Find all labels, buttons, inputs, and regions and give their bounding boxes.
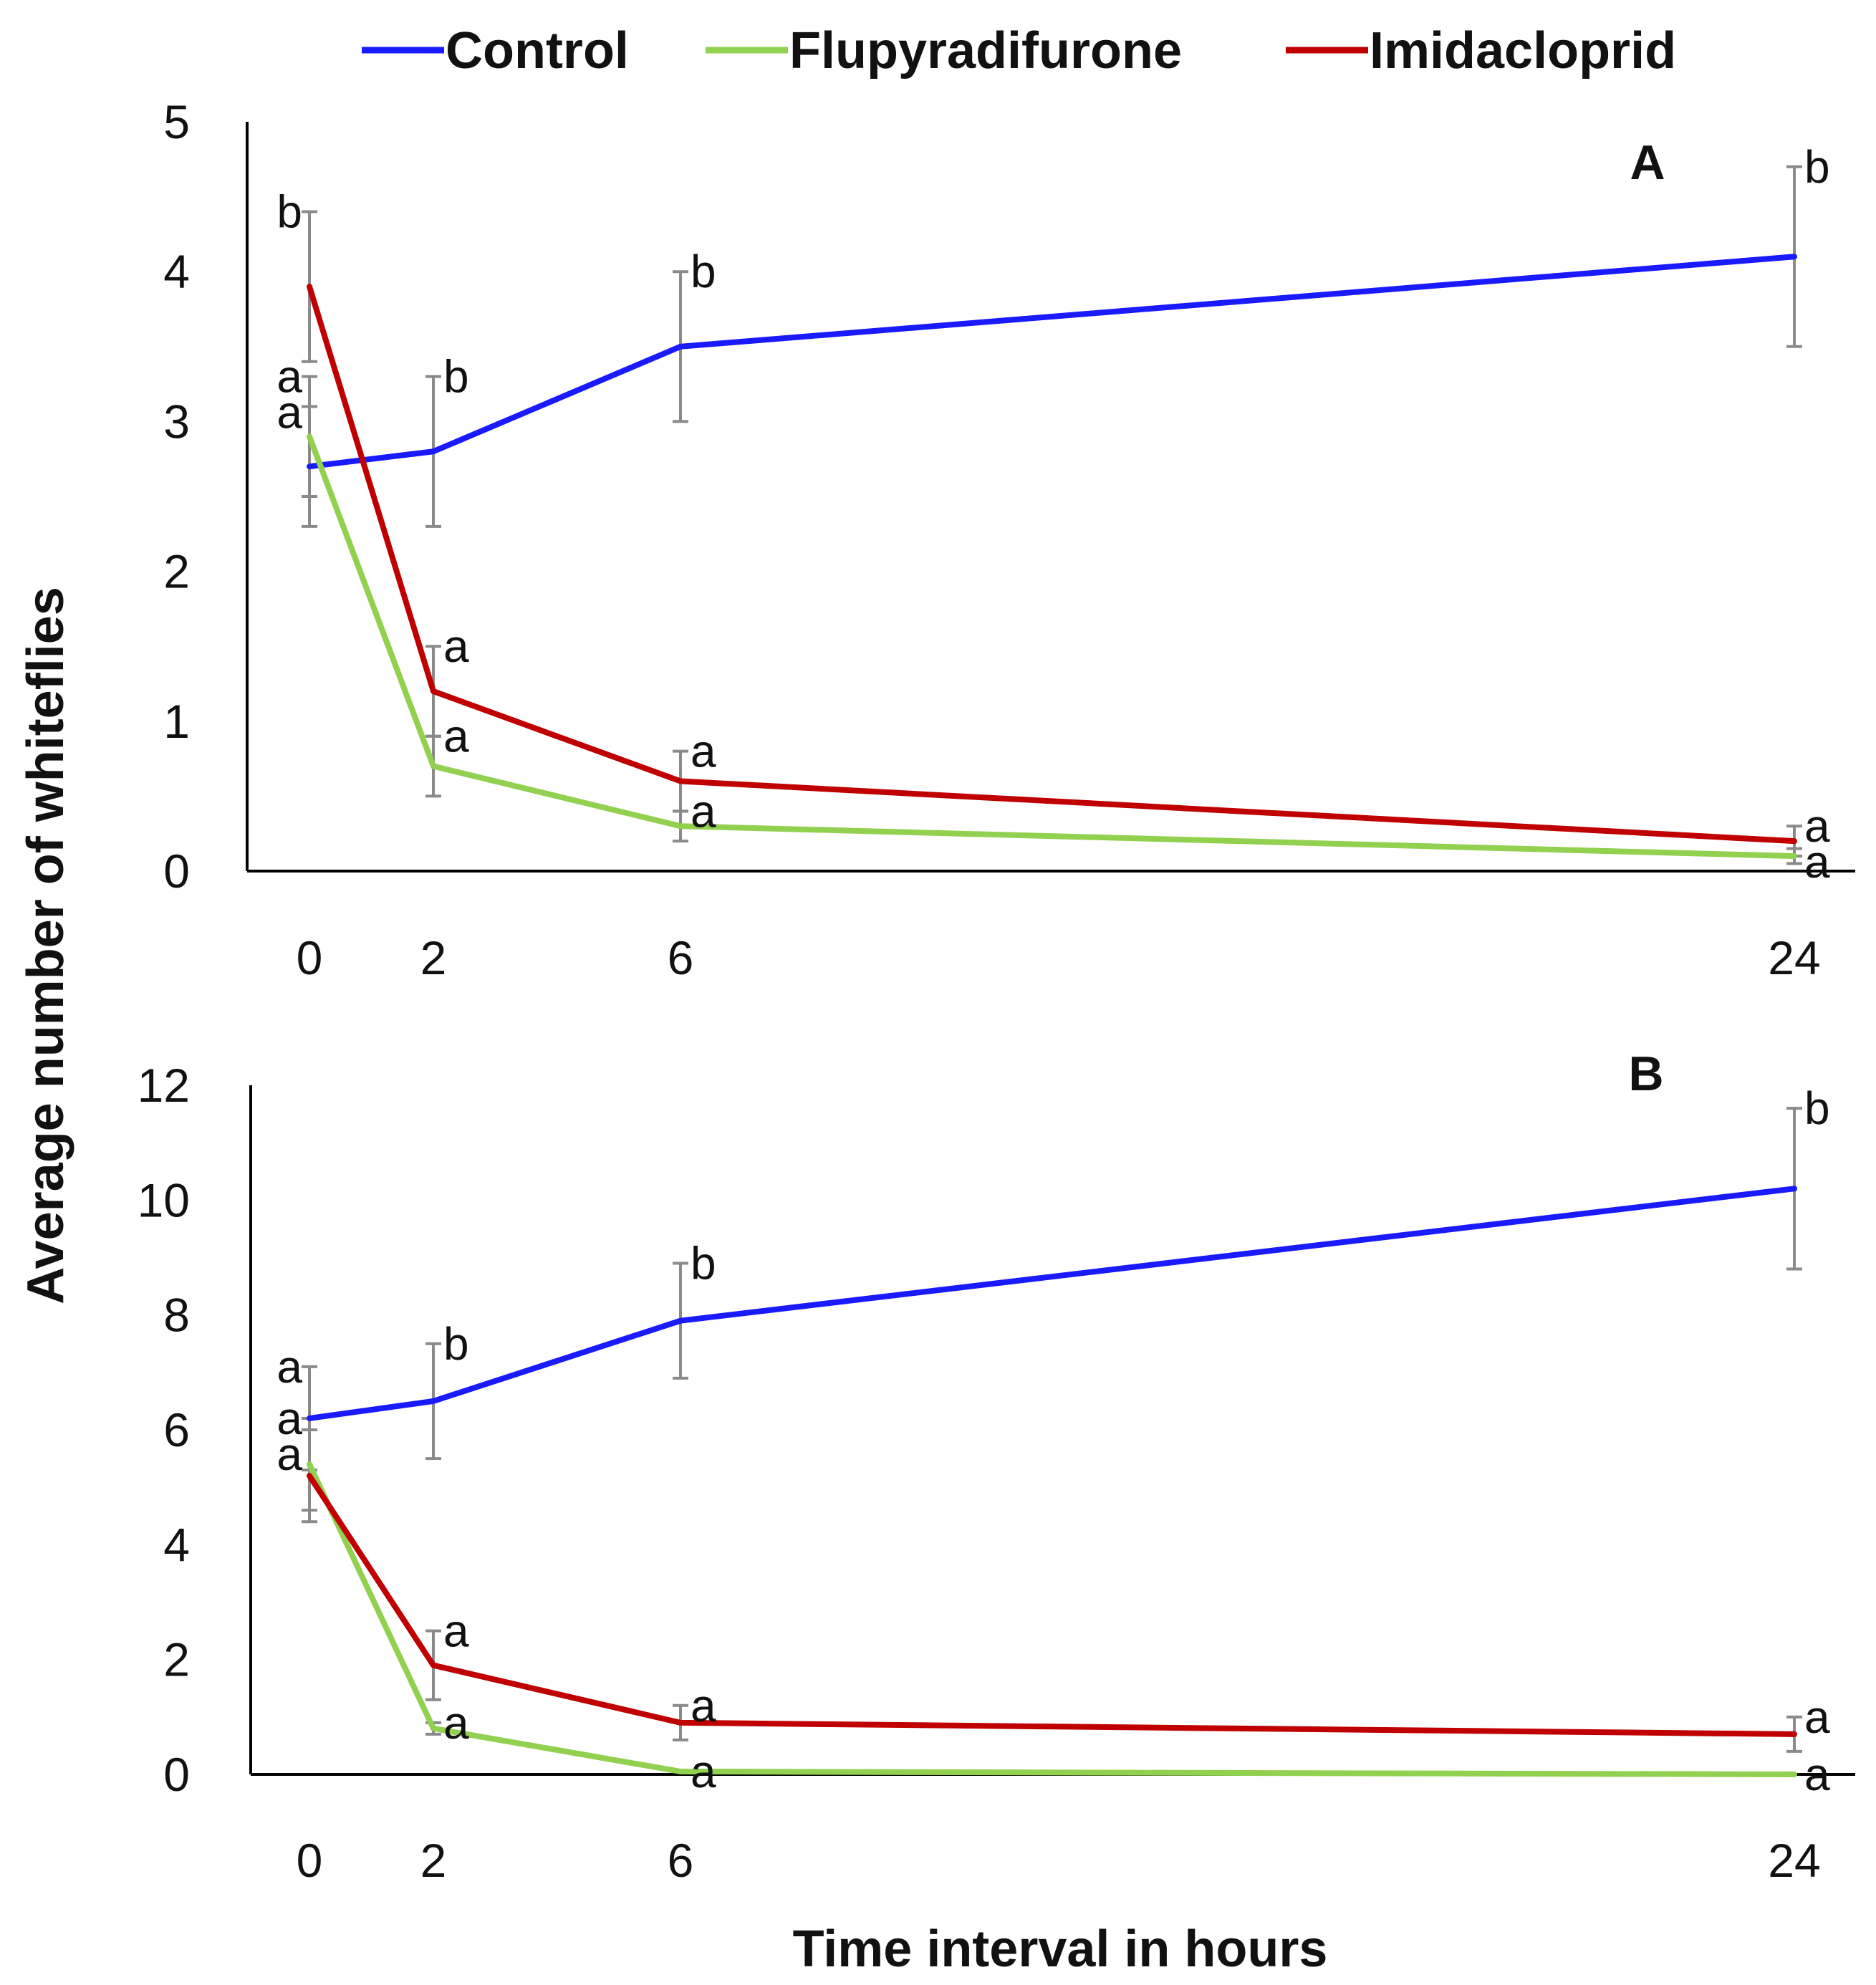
panel-label-b: B [1628,1047,1663,1101]
series-line-control-a [307,254,1797,470]
series-line-flupyradifurone-b [307,1461,1797,1777]
significance-letter-imidacloprid: a [691,1680,716,1731]
data-point-imidacloprid [433,690,434,692]
data-point-flupyradifurone [1794,855,1795,857]
data-point-flupyradifurone [433,1727,434,1729]
x-tick-label-b: 2 [420,1834,447,1887]
data-point-control [309,466,310,468]
x-tick-label-a: 2 [420,931,447,984]
legend-label-control: Control [446,22,629,80]
significance-letter-imidacloprid: a [443,620,469,672]
significance-letter-imidacloprid: b [276,186,302,238]
y-tick-label-a: 1 [163,695,190,748]
y-tick-label-a: 4 [163,245,190,298]
data-point-flupyradifurone [680,825,681,827]
significance-letter-imidacloprid: a [691,726,716,777]
data-point-control [1794,1188,1795,1190]
significance-letter-control: a [276,387,302,438]
significance-letter-imidacloprid: a [1804,800,1830,852]
significance-letter-flupyradifurone: a [691,1746,716,1797]
data-point-imidacloprid [309,286,310,288]
x-tick-label-a: 0 [297,931,323,984]
series-line-imidacloprid-a [307,284,1797,845]
data-point-flupyradifurone [433,765,434,767]
x-tick-label-b: 0 [297,1834,323,1887]
panel-label-a: A [1630,135,1665,190]
data-point-control [680,345,681,347]
significance-letter-control: b [691,1238,716,1289]
y-tick-label-b: 0 [163,1748,190,1801]
y-tick-label-b: 8 [163,1289,190,1342]
series-line-flupyradifurone-a [307,433,1797,860]
data-point-control [680,1320,681,1322]
data-point-imidacloprid [433,1664,434,1666]
significance-letter-control: b [1804,1082,1830,1134]
y-tick-label-a: 3 [163,395,190,448]
significance-letter-flupyradifurone: a [443,711,469,762]
y-axis-title: Average number of whiteflies [17,587,74,1304]
significance-letter-flupyradifurone: a [1804,836,1830,888]
data-point-flupyradifurone [1794,1774,1795,1775]
significance-letter-control: b [1804,141,1830,193]
x-tick-label-a: 6 [668,931,694,984]
significance-letter-control: b [443,1318,469,1370]
y-tick-label-a: 2 [163,545,190,598]
data-point-imidacloprid [680,780,681,782]
x-tick-label-a: 24 [1768,931,1820,984]
y-tick-label-b: 6 [163,1403,190,1456]
y-tick-label-b: 4 [163,1518,190,1571]
data-point-imidacloprid [309,1475,310,1477]
x-axis-title: Time interval in hours [793,1921,1328,1978]
significance-letter-imidacloprid: a [443,1605,469,1657]
x-tick-label-b: 24 [1768,1834,1820,1887]
x-tick-label-b: 6 [668,1834,694,1887]
legend-label-imidacloprid: Imidacloprid [1370,22,1676,80]
legend-label-flupyradifurone: Flupyradifurone [789,22,1182,80]
data-point-imidacloprid [1794,840,1795,842]
significance-letter-flupyradifurone: a [276,351,302,403]
y-tick-label-a: 0 [163,845,190,898]
significance-letter-control: b [443,351,469,403]
data-point-flupyradifurone [309,436,310,438]
data-point-control [433,451,434,453]
data-point-imidacloprid [1794,1733,1795,1735]
y-tick-label-b: 12 [138,1059,190,1112]
significance-letter-flupyradifurone: a [443,1697,469,1749]
significance-letter-control: b [691,246,716,297]
significance-letter-flupyradifurone: a [691,785,716,837]
significance-letter-flupyradifurone: a [276,1393,302,1444]
data-point-flupyradifurone [309,1463,310,1466]
legend: Control Flupyradifurone Imidacloprid [362,22,1676,80]
y-tick-label-a: 5 [163,95,190,148]
data-point-imidacloprid [680,1721,681,1724]
y-tick-label-b: 2 [163,1633,190,1686]
series-line-control-b [307,1186,1797,1421]
data-point-control [309,1417,310,1419]
significance-letter-imidacloprid: a [276,1428,302,1480]
data-point-control [1794,256,1795,258]
series-line-imidacloprid-b [307,1473,1797,1737]
significance-letter-control: a [276,1341,302,1393]
data-point-flupyradifurone [680,1770,681,1772]
y-tick-label-b: 10 [138,1173,190,1226]
significance-letter-flupyradifurone: a [1804,1749,1830,1800]
data-point-control [433,1400,434,1402]
significance-letter-imidacloprid: a [1804,1691,1830,1743]
